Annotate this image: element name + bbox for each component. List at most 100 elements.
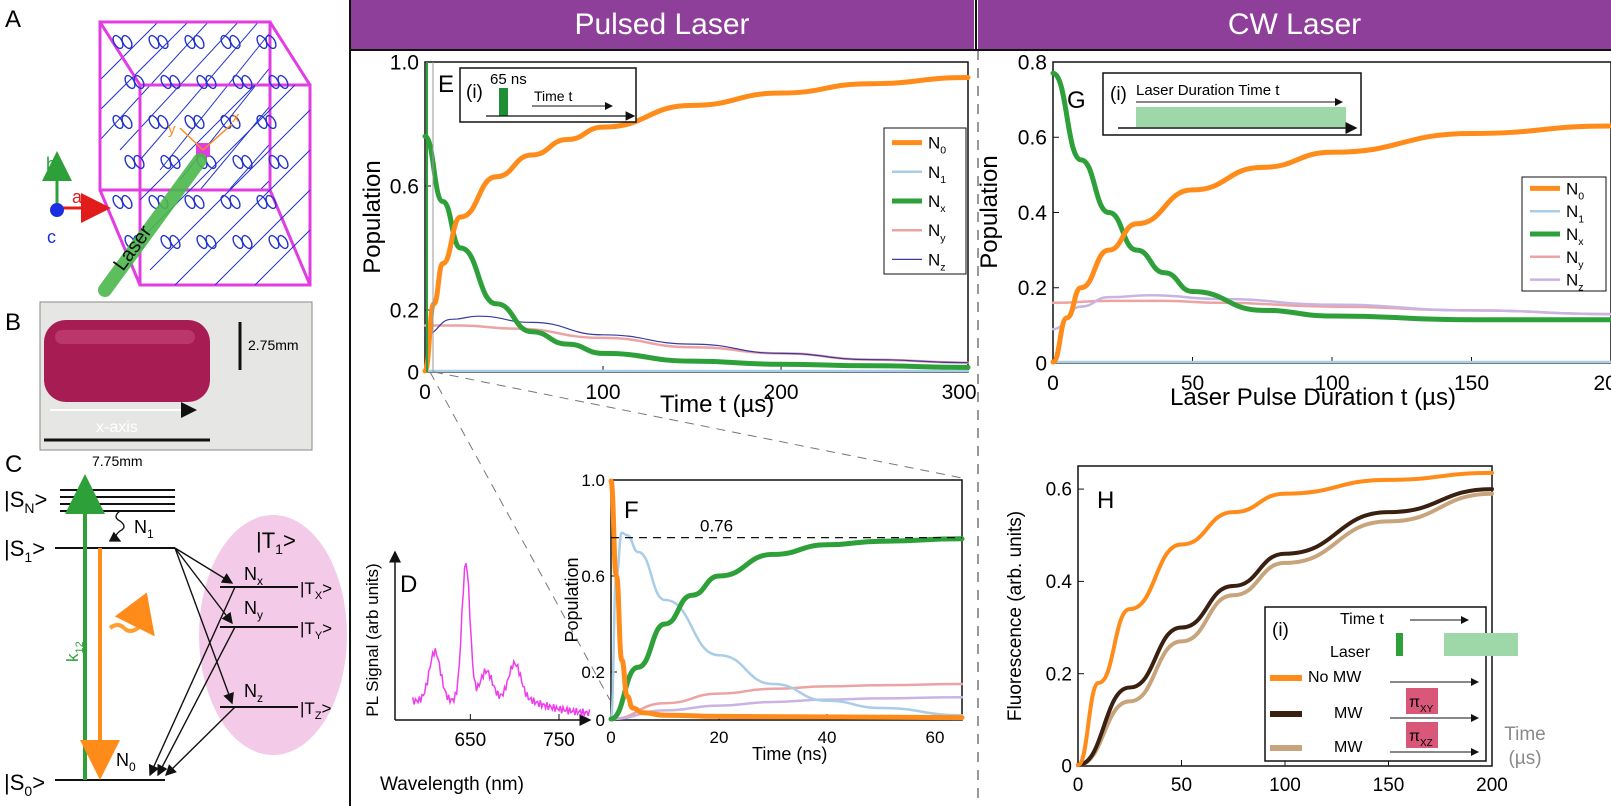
- y-tick-label: 0.2: [390, 299, 419, 322]
- y-tick-label: 0: [1061, 757, 1072, 778]
- legend-entry: N0: [928, 134, 946, 157]
- x-tick-label: 200: [1476, 775, 1508, 796]
- outside-time-label: Time: [1504, 724, 1546, 745]
- series-line-no-mw: [1076, 470, 1494, 767]
- x-tick-label: 60: [926, 728, 945, 747]
- molecule: [193, 114, 205, 130]
- inset-g-timing: (i) Laser Duration Time t: [1102, 72, 1362, 136]
- panel-letter-f: F: [624, 497, 639, 524]
- molecule: [241, 74, 253, 90]
- axis-c-label: c: [47, 227, 56, 247]
- y-tick-label: 0: [596, 711, 605, 730]
- svg-text:|TZ>: |TZ>: [300, 699, 332, 722]
- svg-text:|TX>: |TX>: [300, 579, 332, 602]
- crystal-y-label: y: [168, 121, 176, 138]
- molecule-pattern: [112, 34, 289, 250]
- series-line-n1: [609, 531, 964, 721]
- laser-beam: [98, 153, 207, 297]
- svg-text:Ny: Ny: [244, 598, 263, 622]
- inset-pi-pulse: [1406, 722, 1438, 748]
- level-annotation: 0.76: [700, 517, 733, 536]
- molecule: [241, 154, 253, 170]
- y-axis-label: Population: [562, 557, 582, 642]
- legend-entry: Nz: [1566, 271, 1584, 294]
- inset-label: (i): [1272, 620, 1289, 641]
- x-tick-label: 50: [1181, 372, 1204, 395]
- x-tick-label: 20: [710, 728, 729, 747]
- header-pulsed: Pulsed Laser: [350, 0, 974, 50]
- x-tick-label: 150: [1454, 372, 1489, 395]
- panel-letter-e: E: [438, 71, 454, 98]
- y-tick-label: 0.4: [1046, 572, 1073, 593]
- molecule: [265, 114, 277, 130]
- outside-unit-label: (µs): [1508, 748, 1541, 769]
- inset-h-timing: (i) Time t Laser No MW MW πXY MW πXZ: [1264, 606, 1518, 762]
- panel-letter-g: G: [1067, 87, 1086, 114]
- inset-frame: [1264, 606, 1487, 762]
- inset-row-label: No MW: [1308, 669, 1362, 686]
- chart-f-zoom-population: 0 20 40 60 0 0.2 0.6 1.0 0.76 Time (ns) Population: [562, 471, 965, 764]
- x-tick-label: 200: [764, 381, 799, 404]
- y-tick-label: 0.8: [1018, 51, 1047, 74]
- x-tick-label: 0: [1073, 775, 1084, 796]
- legend-entry: Ny: [928, 221, 946, 244]
- legend-entry: N1: [1566, 202, 1584, 225]
- y-tick-label: 0: [407, 361, 419, 384]
- y-tick-label: 0: [1035, 352, 1047, 375]
- plot-frame: [610, 479, 963, 721]
- x-tick-label: 100: [1269, 775, 1301, 796]
- x-tick-label: 750: [543, 730, 575, 751]
- series-line-mw: [1076, 491, 1494, 767]
- inset-frame: [459, 67, 637, 123]
- y-axis-label: PL Signal (arb units): [363, 563, 382, 716]
- molecule: [205, 234, 217, 250]
- inset-label: (i): [1110, 84, 1127, 105]
- y-tick-label: 1.0: [390, 51, 419, 74]
- molecule: [121, 194, 133, 210]
- x-tick-label: 650: [454, 730, 486, 751]
- crystal-photo: x-axis 7.75mm 2.75mm: [39, 301, 313, 469]
- x-axis-label: x-axis: [96, 419, 138, 436]
- svg-text:|S0>: |S0>: [4, 770, 45, 799]
- inset-pi-label: πXY: [1409, 694, 1434, 715]
- y-tick-label: 1.0: [581, 471, 605, 490]
- x-tick-label: 0: [419, 381, 431, 404]
- svg-text:|SN>: |SN>: [4, 487, 47, 516]
- axis-a-label: a: [72, 187, 83, 207]
- axis-c-dot: [50, 203, 64, 217]
- molecule: [157, 34, 169, 50]
- y-tick-label: 0.4: [1018, 202, 1048, 225]
- molecule: [133, 154, 145, 170]
- molecule: [193, 34, 205, 50]
- legend-entry: Nx: [1566, 225, 1584, 248]
- molecule: [229, 34, 241, 50]
- series-line-nx: [1050, 70, 1611, 323]
- legend-entry: N0: [1566, 179, 1584, 202]
- molecule: [229, 194, 241, 210]
- y-tick-label: 0.6: [581, 567, 605, 586]
- series-line-mw: [1076, 487, 1494, 767]
- length-label: 7.75mm: [92, 453, 143, 469]
- energy-level-diagram: |SN> |S1> |S0> |T1> |TX> |TY> |TZ> N1 N0…: [4, 474, 347, 799]
- height-label: 2.75mm: [248, 337, 299, 353]
- x-tick-label: 50: [1171, 775, 1192, 796]
- molecule: [205, 74, 217, 90]
- molecule: [241, 234, 253, 250]
- inset-row-label: MW: [1334, 739, 1363, 756]
- y-tick-label: 0.6: [1018, 127, 1047, 150]
- y-tick-label: 0.2: [1046, 664, 1072, 685]
- svg-text:Nz: Nz: [244, 681, 263, 705]
- x-axis-label: Time (ns): [752, 744, 827, 764]
- panel-letter-b: B: [5, 309, 21, 336]
- y-axis-label: Fluorescence (arb. units): [1005, 511, 1026, 721]
- svg-text:N1: N1: [134, 517, 154, 541]
- inset-pulse: [499, 88, 508, 116]
- chart-e-pulsed-population: 0 100 200 300 0 0.2 0.6 1.0 Time t (µs) Populatio…: [359, 51, 977, 418]
- inset-laser-label: Laser: [1330, 644, 1371, 661]
- y-axis-label: Population: [359, 160, 386, 273]
- panel-letter-a: A: [5, 6, 21, 33]
- molecule: [121, 114, 133, 130]
- molecule: [157, 114, 169, 130]
- inset-laser-pulse: [1396, 633, 1403, 656]
- crystal-diagram: y x Laser b a c: [42, 20, 312, 297]
